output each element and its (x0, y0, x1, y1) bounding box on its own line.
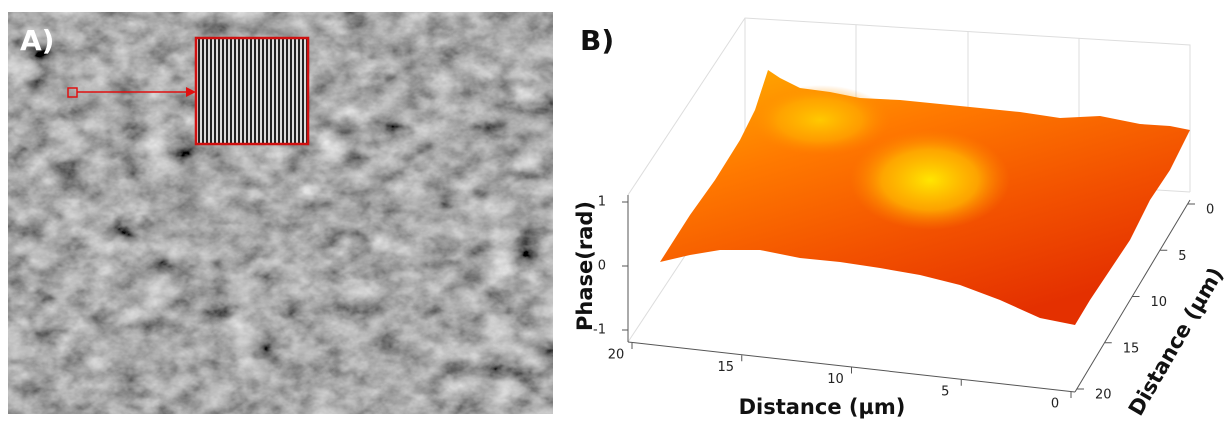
x-tick-label: 15 (717, 360, 734, 375)
y-axis-label: Distance (µm) (1124, 263, 1228, 419)
arrow-head (186, 87, 196, 97)
phase-ridge (750, 85, 890, 155)
x-tick-label: 0 (1051, 397, 1059, 412)
z-axis-label: Phase(rad) (573, 201, 597, 331)
y-tick-label: 5 (1178, 249, 1186, 264)
x-axis (627, 341, 1076, 393)
z-tick-label: 1 (598, 195, 606, 210)
panel-b: B) Phase(rad) Distance (µm) Distance (µm… (573, 17, 1228, 420)
panel-a: A) (8, 12, 553, 414)
axis-wall (627, 17, 1191, 196)
y-tick-label: 15 (1123, 341, 1140, 356)
x-axis-label: Distance (µm) (739, 395, 906, 419)
x-tick-label: 20 (608, 348, 625, 363)
x-tick-label: 10 (827, 372, 844, 387)
y-tick-label: 20 (1095, 388, 1112, 403)
z-tick-label: -1 (593, 323, 606, 338)
y-tick-label: 10 (1151, 295, 1168, 310)
panel-label: B) (580, 24, 614, 57)
panel-label: A) (20, 24, 54, 57)
y-tick-label: 0 (1206, 203, 1214, 218)
x-tick-label: 5 (941, 384, 949, 399)
z-tick-label: 0 (598, 259, 606, 274)
phase-bump (850, 130, 1010, 230)
zoom-inset (194, 36, 310, 146)
